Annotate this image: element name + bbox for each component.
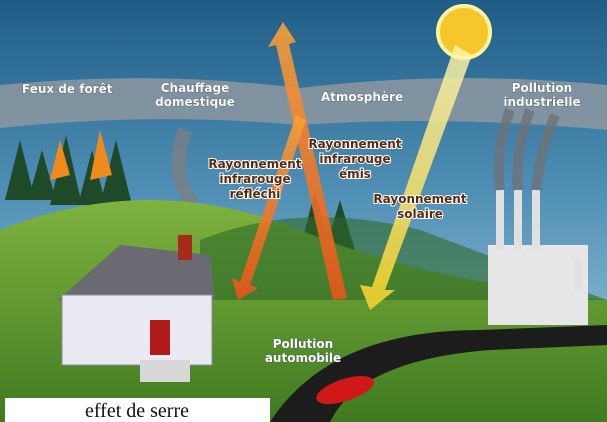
label: Atmosphère	[321, 90, 403, 104]
illustration: Feux de forêt Chauffagedomestique Atmosp…	[0, 0, 607, 422]
label: Feux de forêt	[22, 82, 113, 96]
sun	[438, 6, 490, 58]
caption: effet de serre	[85, 400, 189, 422]
